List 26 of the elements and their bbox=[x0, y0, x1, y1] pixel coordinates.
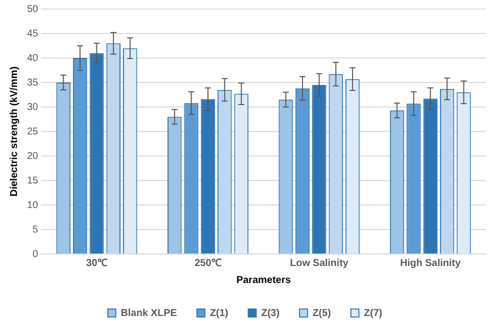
bar bbox=[312, 84, 326, 254]
y-tick-label: 0 bbox=[32, 248, 39, 260]
y-tick-label: 50 bbox=[27, 4, 39, 15]
y-tick-label: 45 bbox=[27, 28, 39, 40]
x-tick-label: Low Salinity bbox=[290, 258, 349, 269]
legend-label: Z(3) bbox=[261, 308, 280, 319]
y-tick-label: 40 bbox=[27, 52, 39, 64]
legend-label: Z(1) bbox=[210, 308, 228, 319]
y-tick-label: 10 bbox=[27, 200, 39, 211]
y-tick-label: 25 bbox=[27, 126, 39, 138]
bar bbox=[90, 53, 104, 254]
legend-label: Blank XLPE bbox=[120, 308, 178, 319]
x-axis-title: Parameters bbox=[236, 274, 292, 286]
y-tick-label: 30 bbox=[27, 102, 39, 113]
legend-label: Z(7) bbox=[364, 308, 382, 319]
x-tick-label: 250℃ bbox=[194, 258, 222, 269]
bar bbox=[423, 98, 438, 254]
legend-label: Z(5) bbox=[312, 308, 331, 319]
y-tick-label: 20 bbox=[27, 150, 39, 162]
y-tick-label: 35 bbox=[27, 77, 39, 88]
y-tick-label: 15 bbox=[27, 175, 39, 186]
bar bbox=[200, 99, 216, 254]
y-axis-title: Dielectric strength (kV/mm) bbox=[8, 66, 20, 197]
x-tick-label: 30℃ bbox=[86, 258, 108, 269]
y-tick-label: 5 bbox=[32, 224, 39, 236]
x-tick-label: High Salinity bbox=[400, 258, 462, 269]
